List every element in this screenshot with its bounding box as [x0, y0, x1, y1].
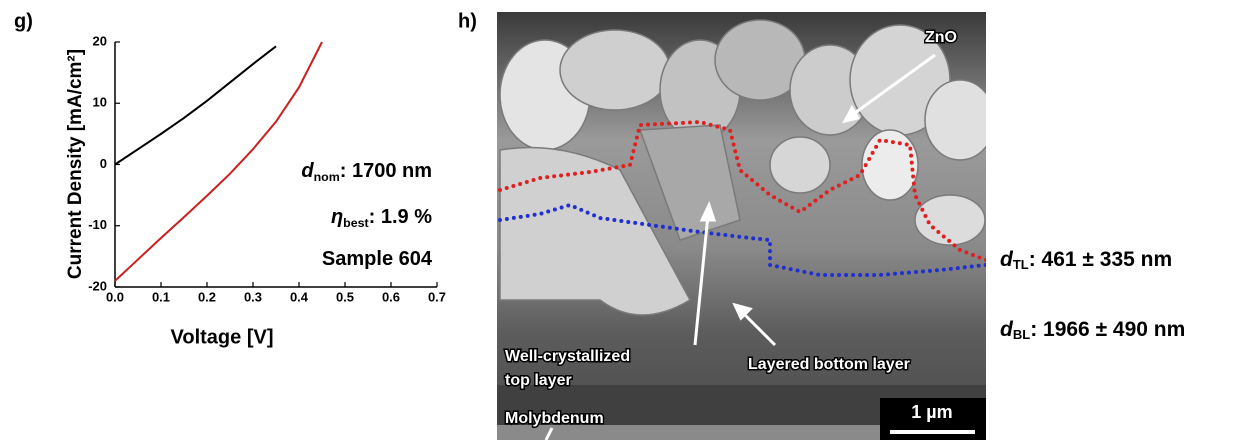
subscript: TL [1013, 257, 1029, 272]
subscript: nom [314, 170, 340, 184]
subscript: best [343, 216, 368, 230]
x-tick-label: 0.5 [336, 289, 354, 304]
x-tick-label: 0.4 [290, 289, 309, 304]
annotation-text: : 1.9 % [369, 206, 433, 228]
y-tick-label: 10 [93, 95, 107, 110]
y-tick-label: -20 [88, 278, 107, 293]
annotation-text: Sample 604 [322, 248, 433, 270]
symbol: d [301, 160, 314, 182]
panel-label: g) [14, 10, 33, 32]
x-tick-label: 0.1 [152, 289, 170, 304]
x-tick-label: 0.7 [428, 289, 446, 304]
x-tick-label: 0.6 [382, 289, 400, 304]
molybdenum-label: Molybdenum [505, 410, 604, 427]
symbol: η [331, 206, 343, 228]
annotation-text: : 1700 nm [340, 160, 432, 182]
annotation: dnom: 1700 nm [301, 160, 432, 184]
top-layer-label: Well-crystallized [505, 348, 630, 365]
annotation: ηbest: 1.9 % [331, 206, 432, 230]
sem-image [497, 12, 995, 440]
annotation-text: : 461 ± 335 nm [1029, 248, 1172, 271]
x-tick-label: 0.0 [106, 289, 124, 304]
series-line [115, 42, 322, 281]
x-tick-label: 0.2 [198, 289, 216, 304]
panel-label: h) [458, 10, 477, 32]
annotation: dBL: 1966 ± 490 nm [1000, 318, 1185, 343]
series-line [115, 46, 276, 164]
annotation: dTL: 461 ± 335 nm [1000, 248, 1172, 273]
top-layer-label: top layer [505, 372, 572, 389]
y-tick-label: 0 [100, 156, 107, 171]
zno-label: ZnO [925, 29, 957, 46]
y-tick-label: -10 [88, 217, 107, 232]
subscript: BL [1013, 327, 1030, 342]
annotation-text: : 1966 ± 490 nm [1030, 318, 1185, 341]
scale-bar-label: 1 µm [911, 402, 952, 422]
bottom-layer-label: Layered bottom layer [748, 356, 910, 373]
x-tick-label: 0.3 [244, 289, 262, 304]
y-tick-label: 20 [93, 33, 107, 48]
annotation: Sample 604 [322, 248, 433, 270]
x-axis-title: Voltage [V] [171, 326, 274, 348]
y-axis-title: Current Density [mA/cm²] [65, 49, 86, 279]
figure: g) Voltage [V] Current Density [mA/cm²] … [0, 0, 1234, 440]
